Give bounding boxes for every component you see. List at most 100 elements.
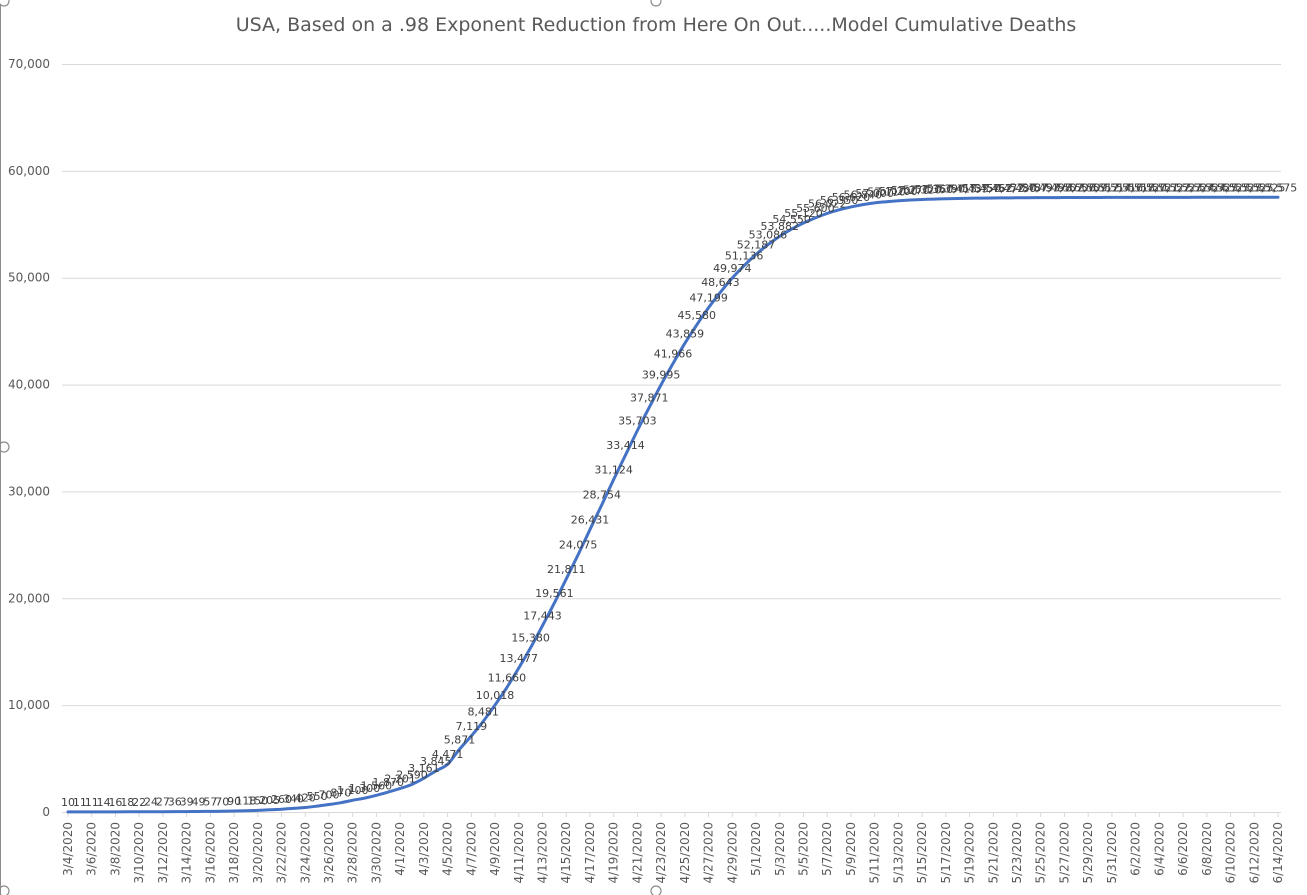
x-tick-label: 5/5/2020 xyxy=(796,822,810,876)
data-label: 53,882 xyxy=(761,220,800,233)
x-tick-label: 3/20/2020 xyxy=(251,822,265,884)
data-label: 10,018 xyxy=(476,689,515,702)
data-label: 8,481 xyxy=(467,705,499,718)
data-label: 37,871 xyxy=(630,391,669,404)
data-label: 51,136 xyxy=(725,250,764,263)
data-label: 1,100 xyxy=(337,784,369,797)
data-label: 57,575 xyxy=(1259,181,1298,194)
data-label: 57,520 xyxy=(1128,181,1167,194)
x-tick-label: 5/31/2020 xyxy=(1105,822,1119,884)
data-label: 55,600 xyxy=(796,202,835,215)
x-tick-label: 5/27/2020 xyxy=(1057,822,1071,884)
data-label: 90 xyxy=(227,795,241,808)
data-label: 57,200 xyxy=(879,185,918,198)
data-label: 57,390 xyxy=(927,183,966,196)
x-tick-label: 3/6/2020 xyxy=(85,822,99,876)
x-tick-label: 4/9/2020 xyxy=(488,822,502,876)
x-tick-label: 3/12/2020 xyxy=(156,822,170,884)
data-label: 57,518 xyxy=(1116,181,1155,194)
x-tick-label: 4/29/2020 xyxy=(725,822,739,884)
y-tick-label: 20,000 xyxy=(8,591,50,605)
data-label: 57,523 xyxy=(1164,181,1203,194)
data-label: 57,360 xyxy=(915,183,954,196)
data-label: 3,845 xyxy=(420,755,452,768)
data-label: 16 xyxy=(108,796,122,809)
data-label: 39,995 xyxy=(642,369,681,382)
x-tick-label: 6/10/2020 xyxy=(1224,822,1238,884)
data-label: 420 xyxy=(295,792,316,805)
x-tick-label: 4/23/2020 xyxy=(654,822,668,884)
data-label: 57,522 xyxy=(1152,181,1191,194)
data-label: 36 xyxy=(168,796,182,809)
x-tick-label: 5/3/2020 xyxy=(773,822,787,876)
data-label: 11 xyxy=(73,796,87,809)
x-tick-label: 6/2/2020 xyxy=(1129,822,1143,876)
x-tick-label: 3/22/2020 xyxy=(275,822,289,884)
data-label: 4,471 xyxy=(432,748,464,761)
x-tick-label: 4/13/2020 xyxy=(536,822,550,884)
y-tick-label: 60,000 xyxy=(8,164,50,178)
resize-handle-top-center[interactable] xyxy=(650,0,662,7)
resize-handle-top-left[interactable] xyxy=(0,0,10,7)
data-label: 39 xyxy=(180,796,194,809)
data-label: 57,435 xyxy=(950,182,989,195)
data-label: 150 xyxy=(247,794,268,807)
x-tick-label: 3/4/2020 xyxy=(61,822,75,876)
data-label: 57,000 xyxy=(855,187,894,200)
data-label: 57,502 xyxy=(1045,182,1084,195)
data-label: 45,580 xyxy=(677,309,716,322)
data-label: 57,472 xyxy=(986,182,1025,195)
data-label: 11 xyxy=(85,796,99,809)
data-label: 57,487 xyxy=(1010,182,1049,195)
data-label: 53,086 xyxy=(749,229,788,242)
data-label: 14 xyxy=(97,796,111,809)
selection-handles xyxy=(0,0,662,895)
data-label: 13,477 xyxy=(500,652,539,665)
chart-title: USA, Based on a .98 Exponent Reduction f… xyxy=(236,14,1077,36)
x-tick-label: 5/1/2020 xyxy=(749,822,763,876)
x-tick-label: 6/14/2020 xyxy=(1271,822,1285,884)
data-label: 24 xyxy=(144,796,158,809)
x-tick-label: 5/25/2020 xyxy=(1034,822,1048,884)
x-tick-label: 5/17/2020 xyxy=(939,822,953,884)
resize-handle-bottom-center[interactable] xyxy=(650,885,662,895)
x-tick-label: 5/7/2020 xyxy=(820,822,834,876)
data-label: 56,840 xyxy=(844,189,883,202)
data-label: 57,509 xyxy=(1069,181,1108,194)
data-label: 7,119 xyxy=(456,720,488,733)
data-label: 57,512 xyxy=(1081,181,1120,194)
x-axis: 3/4/2020 3/6/2020 3/8/2020 3/10/2020 3/12/20… xyxy=(61,812,1285,884)
data-label: 57,450 xyxy=(962,182,1001,195)
x-tick-label: 6/12/2020 xyxy=(1247,822,1261,884)
x-tick-label: 4/15/2020 xyxy=(559,822,573,884)
data-label: 48,643 xyxy=(701,276,740,289)
x-tick-label: 6/4/2020 xyxy=(1152,822,1166,876)
data-label: 57,525 xyxy=(1223,181,1262,194)
x-tick-label: 6/6/2020 xyxy=(1176,822,1190,876)
data-label: 3,161 xyxy=(408,762,440,775)
data-label: 19,561 xyxy=(535,587,574,600)
data-label: 33,414 xyxy=(606,439,645,452)
series-line xyxy=(66,195,1280,814)
data-label: 57,525 xyxy=(1235,181,1274,194)
data-label: 11,660 xyxy=(488,671,527,684)
x-tick-label: 5/13/2020 xyxy=(891,822,905,884)
x-tick-label: 3/10/2020 xyxy=(132,822,146,884)
data-label: 57,462 xyxy=(974,182,1013,195)
data-label: 18 xyxy=(120,796,134,809)
resize-handle-middle-left[interactable] xyxy=(0,441,10,453)
x-tick-label: 4/21/2020 xyxy=(630,822,644,884)
x-tick-label: 3/24/2020 xyxy=(298,822,312,884)
x-tick-label: 3/16/2020 xyxy=(203,822,217,884)
data-label: 57,480 xyxy=(998,182,1037,195)
data-label: 24,075 xyxy=(559,539,598,552)
x-tick-label: 5/23/2020 xyxy=(1010,822,1024,884)
data-label: 57,110 xyxy=(867,186,906,199)
gridlines xyxy=(62,64,1281,813)
resize-handle-bottom-left[interactable] xyxy=(0,885,10,895)
data-label: 41,966 xyxy=(654,348,693,361)
y-tick-label: 10,000 xyxy=(8,698,50,712)
data-label: 57,415 xyxy=(938,182,977,195)
x-tick-label: 4/19/2020 xyxy=(607,822,621,884)
